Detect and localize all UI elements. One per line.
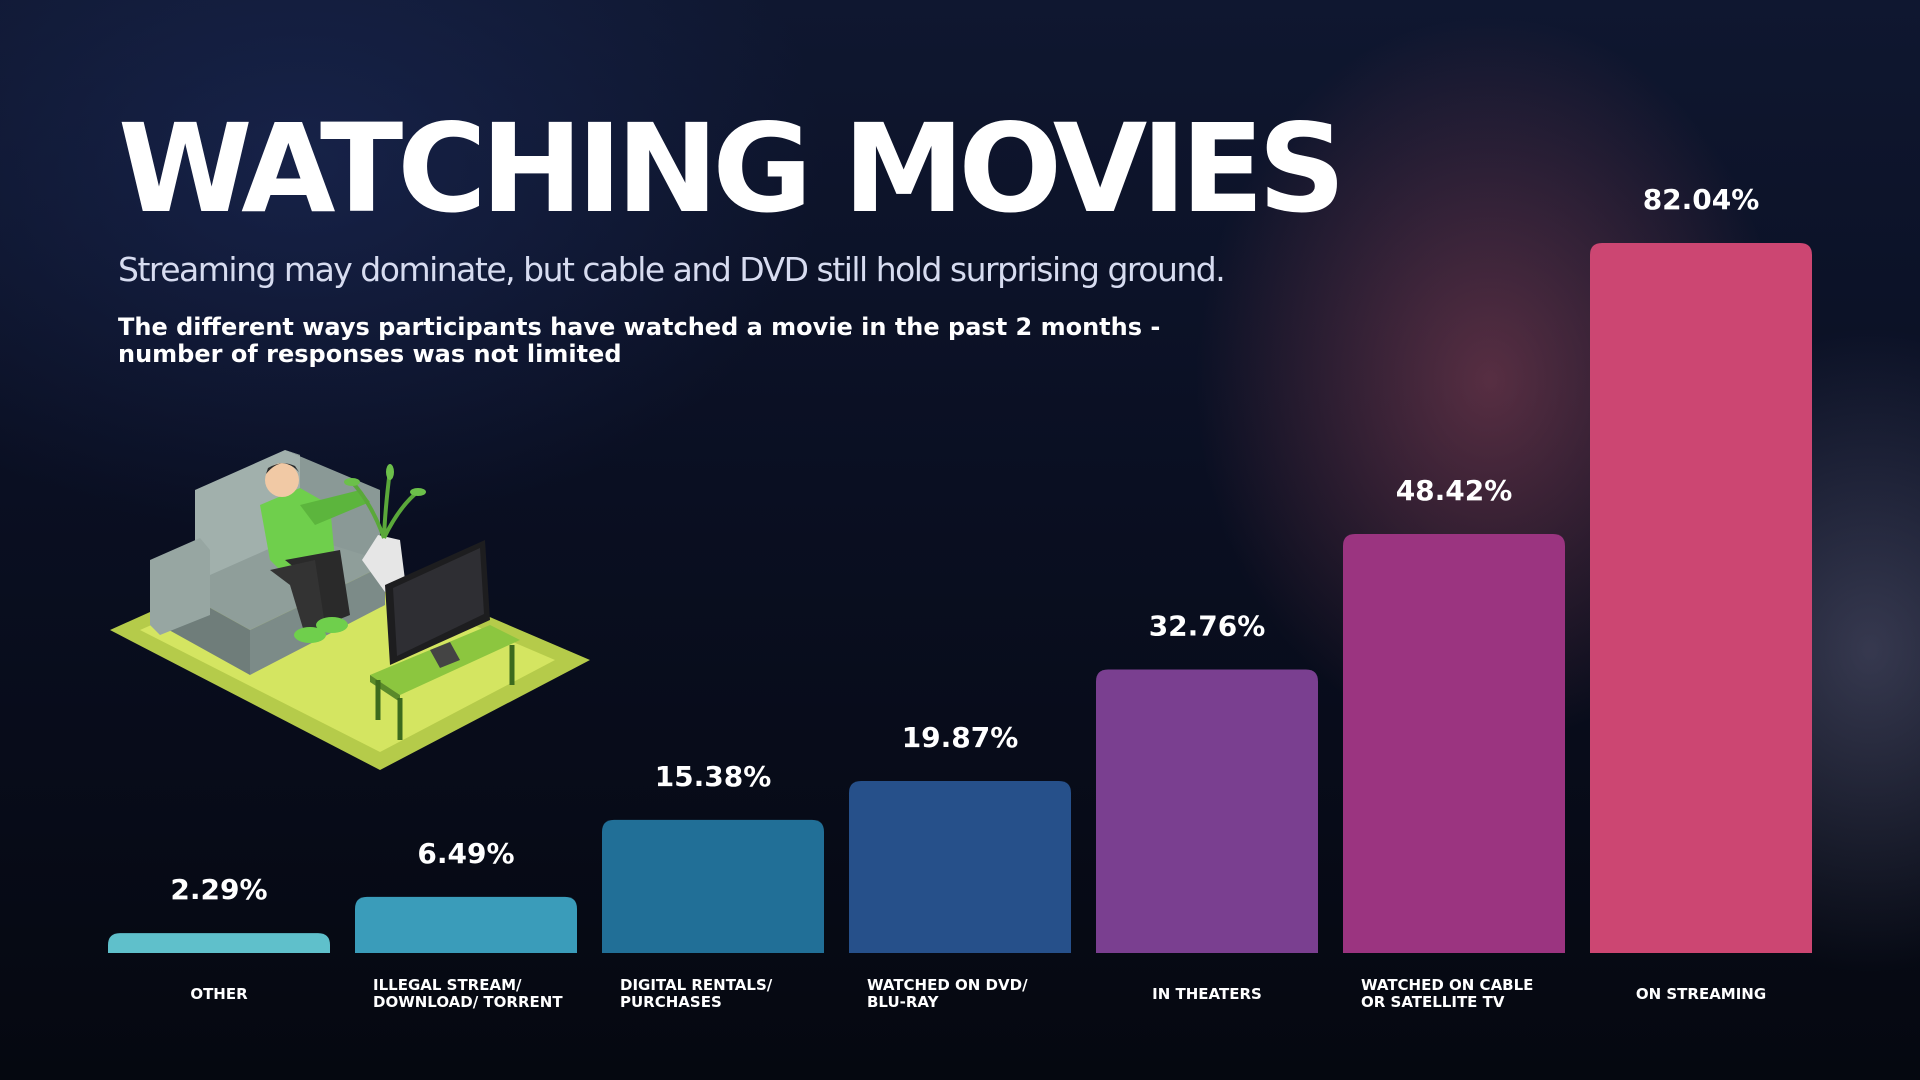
category-label: ON STREAMING — [1636, 985, 1766, 1003]
bar-value-label: 19.87% — [902, 721, 1019, 754]
category-label: OTHER — [190, 985, 248, 1003]
chart-description-line-1: The different ways participants have wat… — [118, 313, 1161, 341]
chart-description: The different ways participants have wat… — [118, 314, 1218, 368]
bar — [1096, 669, 1318, 953]
bar — [1343, 533, 1565, 953]
bar — [1590, 243, 1812, 953]
bar-value-label: 6.49% — [417, 837, 514, 870]
bar — [108, 933, 330, 953]
category-label: DIGITAL RENTALS/PURCHASES — [620, 976, 773, 1011]
bar-value-label: 32.76% — [1149, 609, 1266, 642]
category-label: WATCHED ON DVD/BLU-RAY — [867, 976, 1028, 1011]
page-title: WATCHING MOVIES — [118, 98, 1346, 240]
bar-value-label: 2.29% — [170, 873, 267, 906]
bar-value-label: 48.42% — [1396, 474, 1513, 507]
chart-description-line-2: number of responses was not limited — [118, 340, 622, 368]
category-label: WATCHED ON CABLE OR SATELLITE TV — [1361, 976, 1533, 1011]
category-label: IN THEATERS — [1152, 985, 1262, 1003]
bar — [602, 819, 824, 953]
person-on-couch-watching-tv-illustration — [110, 450, 590, 770]
category-label: ILLEGAL STREAM/DOWNLOAD/ TORRENT — [373, 976, 563, 1011]
bar-value-label: 82.04% — [1643, 183, 1760, 216]
bar — [355, 896, 577, 953]
page-subtitle: Streaming may dominate, but cable and DV… — [118, 250, 1226, 289]
bar-value-label: 15.38% — [655, 760, 772, 793]
bar — [849, 781, 1071, 953]
